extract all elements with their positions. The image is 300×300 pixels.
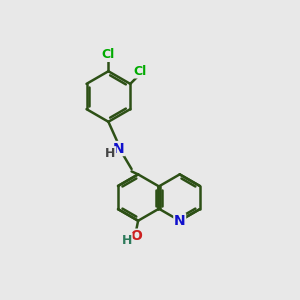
Text: O: O xyxy=(130,229,142,243)
Text: N: N xyxy=(113,142,124,155)
Text: Cl: Cl xyxy=(102,48,115,62)
Text: Cl: Cl xyxy=(134,65,147,78)
Text: H: H xyxy=(122,234,132,247)
Text: N: N xyxy=(174,214,185,228)
Text: H: H xyxy=(105,147,116,160)
